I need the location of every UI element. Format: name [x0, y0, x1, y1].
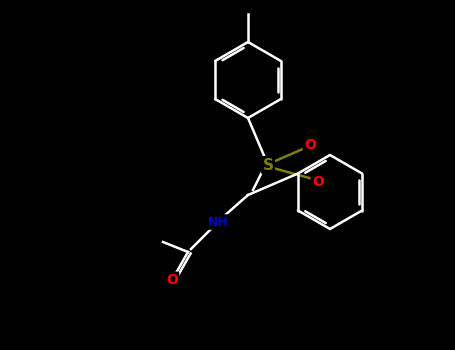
Text: O: O: [304, 138, 316, 152]
Text: NH: NH: [207, 216, 228, 229]
Text: O: O: [166, 273, 178, 287]
Text: O: O: [312, 175, 324, 189]
Text: S: S: [263, 158, 273, 173]
